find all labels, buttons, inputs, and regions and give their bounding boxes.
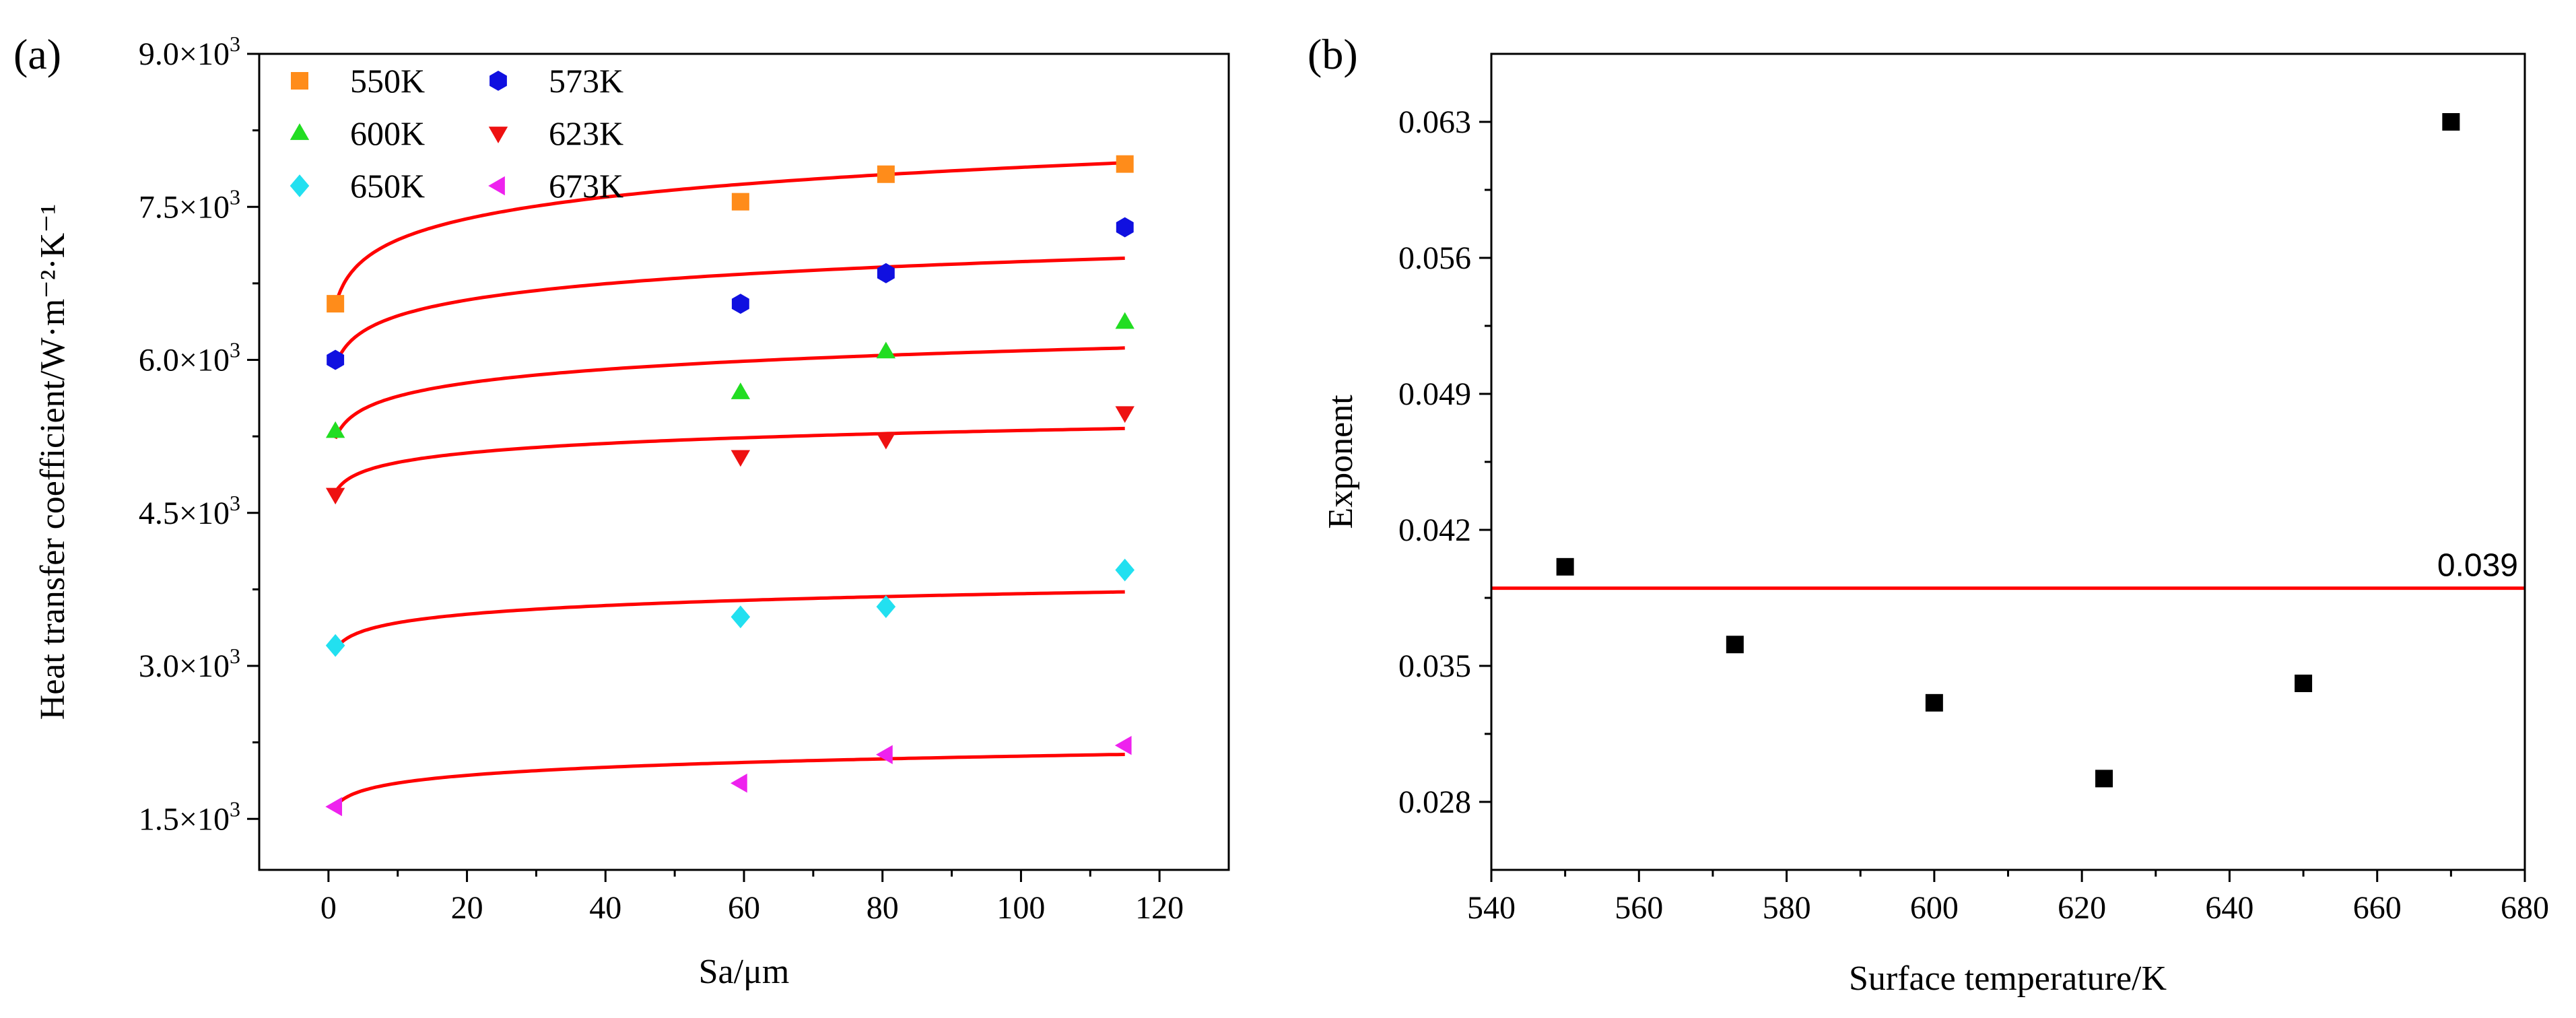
panel-a-point-600K [1115, 312, 1134, 329]
panel-a-point-550K [731, 193, 749, 211]
panel-b-x-tick-label: 580 [1763, 890, 1811, 926]
legend-marker-623K [488, 127, 508, 143]
panel-a-point-673K [876, 745, 893, 765]
panel-a-fit-curve-650K [334, 590, 1125, 651]
panel-a-point-600K [876, 341, 896, 359]
reference-line-label: 0.039 [2437, 548, 2518, 584]
panel-b-y-axis-label: Exponent [1322, 395, 1360, 529]
legend-label-623K: 623K [549, 114, 623, 152]
panel-b-y-axis-ticks: 0.028 0.035 0.042 0.049 0.056 0.063 [1398, 104, 1491, 820]
legend-marker-650K [290, 174, 310, 197]
panel-a-point-673K [731, 774, 747, 793]
panel-b-x-tick-label: 640 [2205, 890, 2253, 926]
panel-a-point-673K [325, 796, 343, 817]
panel-a-x-tick-label: 20 [451, 890, 483, 926]
panel-b-point-550K [1556, 557, 1574, 576]
panel-a-y-tick-label: 4.5×103 [139, 491, 240, 531]
panel-a-point-623K [731, 450, 751, 467]
panel-a-x-tick-label: 60 [728, 890, 760, 926]
panel-a-point-673K [1114, 735, 1132, 755]
panel-b-x-tick-label: 540 [1467, 890, 1516, 926]
panel-a-y-axis-ticks: 1.5×103 3.0×103 4.5×103 6.0×103 7.5×103 9.0×1… [139, 32, 259, 837]
panel-a-y-tick-label: 1.5×103 [139, 796, 240, 837]
legend-marker-673K [488, 176, 505, 196]
panel-a-fit-curve-673K [334, 753, 1125, 808]
panel-a-point-650K [731, 605, 751, 629]
legend-label-650K: 650K [350, 167, 425, 205]
panel-a-point-573K [877, 263, 895, 283]
legend-label-550K: 550K [350, 62, 425, 100]
panel-a-point-573K [1116, 217, 1134, 238]
panel-a-point-650K [1115, 558, 1135, 582]
panel-b-y-tick-label: 0.028 [1398, 784, 1471, 820]
legend-label-600K: 600K [350, 114, 425, 152]
panel-b-y-tick-label: 0.063 [1398, 104, 1471, 140]
panel-a-y-tick-label: 3.0×103 [139, 644, 240, 684]
panel-b-label: (b) [1308, 30, 1358, 78]
panel-a-x-axis-ticks: 0 20 40 60 80 100 120 [320, 870, 1184, 926]
panel-a-point-573K [731, 294, 749, 314]
panel-a-y-tick-label: 7.5×103 [139, 184, 240, 225]
panel-a-point-600K [731, 382, 751, 399]
panel-b-point-670K [2442, 113, 2460, 131]
legend-label-573K: 573K [549, 62, 623, 100]
panel-b-point-600K [1925, 693, 1943, 712]
panel-b-y-tick-label: 0.035 [1398, 648, 1471, 684]
panel-b-x-tick-label: 620 [2058, 890, 2106, 926]
panel-a-point-550K [877, 165, 895, 183]
panel-b-x-tick-label: 600 [1910, 890, 1959, 926]
panel-b-y-tick-label: 0.049 [1398, 376, 1471, 412]
panel-b: (b) 0.039 540 560 580 600 620 640 660 680 0.028… [1308, 30, 2549, 998]
panel-a-point-550K [1116, 155, 1134, 173]
panel-b-x-axis-ticks: 540 560 580 600 620 640 660 680 [1467, 870, 2549, 926]
panel-a-x-tick-label: 0 [320, 890, 337, 926]
panel-a-fit-curve-623K [334, 426, 1125, 494]
panel-a-x-tick-label: 100 [996, 890, 1045, 926]
panel-b-x-tick-label: 680 [2501, 890, 2549, 926]
panel-a-point-623K [876, 432, 896, 450]
panel-a-fit-curve-600K [333, 346, 1125, 440]
panel-a-x-tick-label: 80 [867, 890, 899, 926]
panel-a-y-axis-label: Heat transfer coefficient/W·m⁻²·K⁻¹ [34, 204, 72, 720]
panel-a: (a) 550K 573K 600K 623K 650K 673K 0 20 40 60 80 10… [13, 30, 1230, 991]
panel-a-point-650K [325, 634, 345, 657]
panel-b-reference-line: 0.039 [1491, 548, 2525, 590]
panel-a-x-tick-label: 120 [1135, 890, 1184, 926]
panel-a-x-tick-label: 40 [589, 890, 621, 926]
panel-b-point-623K [2095, 770, 2113, 788]
panel-b-y-tick-label: 0.042 [1398, 512, 1471, 548]
panel-a-x-axis-label: Sa/μm [699, 953, 790, 991]
panel-a-fit-curve-573K [333, 257, 1125, 367]
legend-label-673K: 673K [549, 167, 623, 205]
panel-a-y-tick-label: 6.0×103 [139, 338, 240, 378]
legend-marker-600K [290, 123, 310, 140]
panel-a-point-650K [876, 595, 896, 619]
panel-b-x-tick-label: 560 [1615, 890, 1663, 926]
panel-a-label: (a) [13, 30, 61, 78]
panel-b-data-points [1556, 113, 2460, 788]
panel-a-point-550K [327, 295, 345, 313]
panel-b-x-tick-label: 660 [2353, 890, 2402, 926]
panel-a-point-623K [1115, 406, 1134, 423]
panel-a-fit-curve-550K [333, 161, 1125, 306]
panel-a-legend: 550K 573K 600K 623K 650K 673K [290, 62, 623, 205]
panel-b-y-tick-label: 0.056 [1398, 240, 1471, 276]
panel-a-data-points [325, 155, 1135, 817]
legend-marker-550K [291, 72, 308, 90]
legend-marker-573K [489, 71, 507, 91]
panel-a-point-600K [325, 421, 345, 438]
panel-a-point-623K [325, 487, 345, 505]
panel-a-point-573K [327, 349, 345, 370]
panel-b-point-650K [2295, 674, 2313, 692]
panel-b-x-axis-label: Surface temperature/K [1849, 959, 2167, 998]
panel-a-fit-curves [333, 161, 1125, 808]
panel-b-point-573K [1726, 636, 1744, 654]
panel-a-y-tick-label: 9.0×103 [139, 32, 240, 72]
